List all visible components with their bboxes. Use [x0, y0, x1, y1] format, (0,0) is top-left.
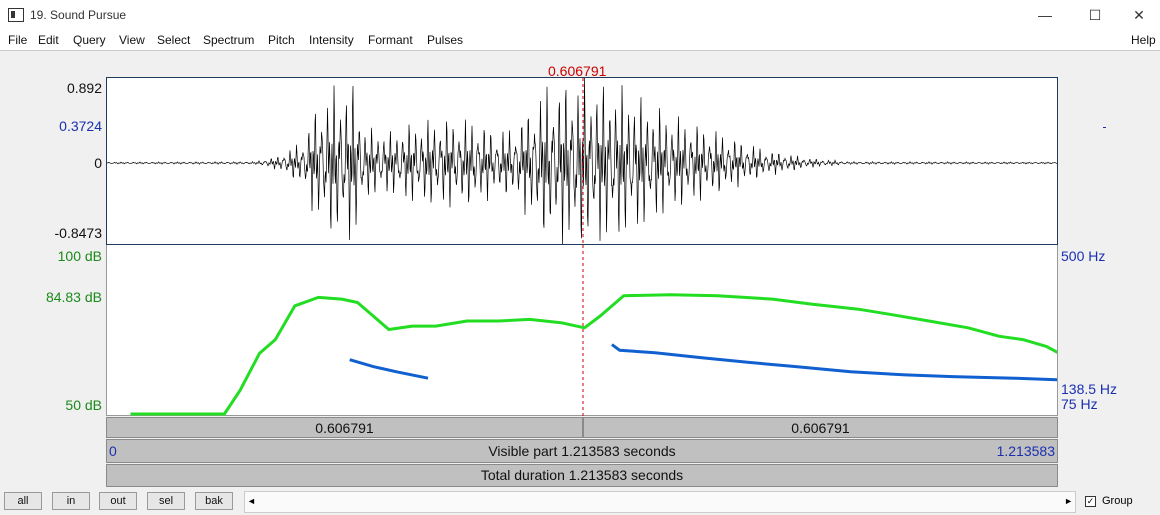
pitch-cursor-label: 138.5 Hz — [1061, 381, 1118, 397]
visible-part-bar[interactable]: 0 Visible part 1.213583 seconds 1.213583 — [106, 439, 1058, 463]
menu-edit[interactable]: Edit — [38, 33, 59, 47]
zoom-in-button[interactable]: in — [52, 492, 90, 510]
menu-view[interactable]: View — [119, 33, 145, 47]
menu-intensity[interactable]: Intensity — [309, 33, 354, 47]
waveform-signal — [107, 78, 1057, 244]
menu-spectrum[interactable]: Spectrum — [203, 33, 255, 47]
waveform-min-label: -0.8473 — [54, 225, 102, 241]
title-bar: 19. Sound Pursue — ☐ ✕ — [0, 0, 1160, 30]
menu-pitch[interactable]: Pitch — [268, 33, 295, 47]
group-label: Group — [1102, 495, 1133, 507]
close-button[interactable]: ✕ — [1133, 6, 1145, 23]
zoom-out-button[interactable]: out — [99, 492, 137, 510]
maximize-button[interactable]: ☐ — [1088, 6, 1102, 23]
menu-query[interactable]: Query — [73, 33, 106, 47]
scroll-right-arrow-icon[interactable]: ► — [1064, 496, 1073, 506]
pitch-bottom-label: 75 Hz — [1061, 396, 1098, 412]
menu-help[interactable]: Help — [1131, 33, 1156, 47]
zoom-selection-button[interactable]: sel — [147, 492, 185, 510]
visible-end-label: 1.213583 — [996, 443, 1055, 459]
intensity-curve — [130, 293, 1057, 416]
analysis-plot — [130, 245, 1057, 416]
menu-select[interactable]: Select — [157, 33, 191, 47]
menu-file[interactable]: File — [8, 33, 28, 47]
analysis-panel[interactable] — [106, 245, 1058, 416]
waveform-plot — [107, 78, 1057, 244]
pitch-curve-segment-0 — [349, 358, 429, 380]
intensity-bottom-label: 50 dB — [65, 397, 102, 413]
pitch-top-label: 500 Hz — [1061, 248, 1106, 264]
waveform-cursor-tick — [1103, 127, 1106, 128]
time-scrollbar[interactable]: ◄ ► — [244, 491, 1076, 513]
group-checkbox[interactable]: ✓ — [1085, 496, 1096, 507]
right-segment-label: 0.606791 — [791, 420, 850, 436]
zoom-all-button[interactable]: all — [4, 492, 42, 510]
total-duration-label: Total duration 1.213583 seconds — [480, 467, 684, 483]
intensity-top-label: 100 dB — [57, 248, 102, 264]
left-segment-bar[interactable]: 0.606791 — [106, 417, 583, 438]
pitch-curve-segment-1 — [611, 343, 1057, 382]
cursor-time-label: 0.606791 — [548, 63, 607, 79]
total-duration-bar[interactable]: Total duration 1.213583 seconds — [106, 464, 1058, 487]
menu-formant[interactable]: Formant — [368, 33, 413, 47]
scroll-left-arrow-icon[interactable]: ◄ — [247, 496, 256, 506]
window-title: 19. Sound Pursue — [30, 8, 127, 22]
waveform-panel[interactable] — [106, 77, 1058, 245]
intensity-cursor-label: 84.83 dB — [45, 289, 102, 305]
visible-part-label: Visible part 1.213583 seconds — [488, 443, 676, 459]
visible-start-label: 0 — [109, 443, 117, 459]
app-icon — [8, 8, 24, 22]
waveform-cursor-value-label: 0.3724 — [59, 118, 102, 134]
waveform-max-label: 0.892 — [66, 80, 102, 96]
menu-bar: File Edit Query View Select Spectrum Pit… — [0, 30, 1160, 50]
right-segment-bar[interactable]: 0.606791 — [583, 417, 1058, 438]
minimize-button[interactable]: — — [1038, 7, 1052, 23]
zoom-back-button[interactable]: bak — [195, 492, 233, 510]
left-segment-label: 0.606791 — [315, 420, 374, 436]
menu-pulses[interactable]: Pulses — [427, 33, 464, 47]
waveform-zero-label: 0 — [94, 155, 102, 171]
